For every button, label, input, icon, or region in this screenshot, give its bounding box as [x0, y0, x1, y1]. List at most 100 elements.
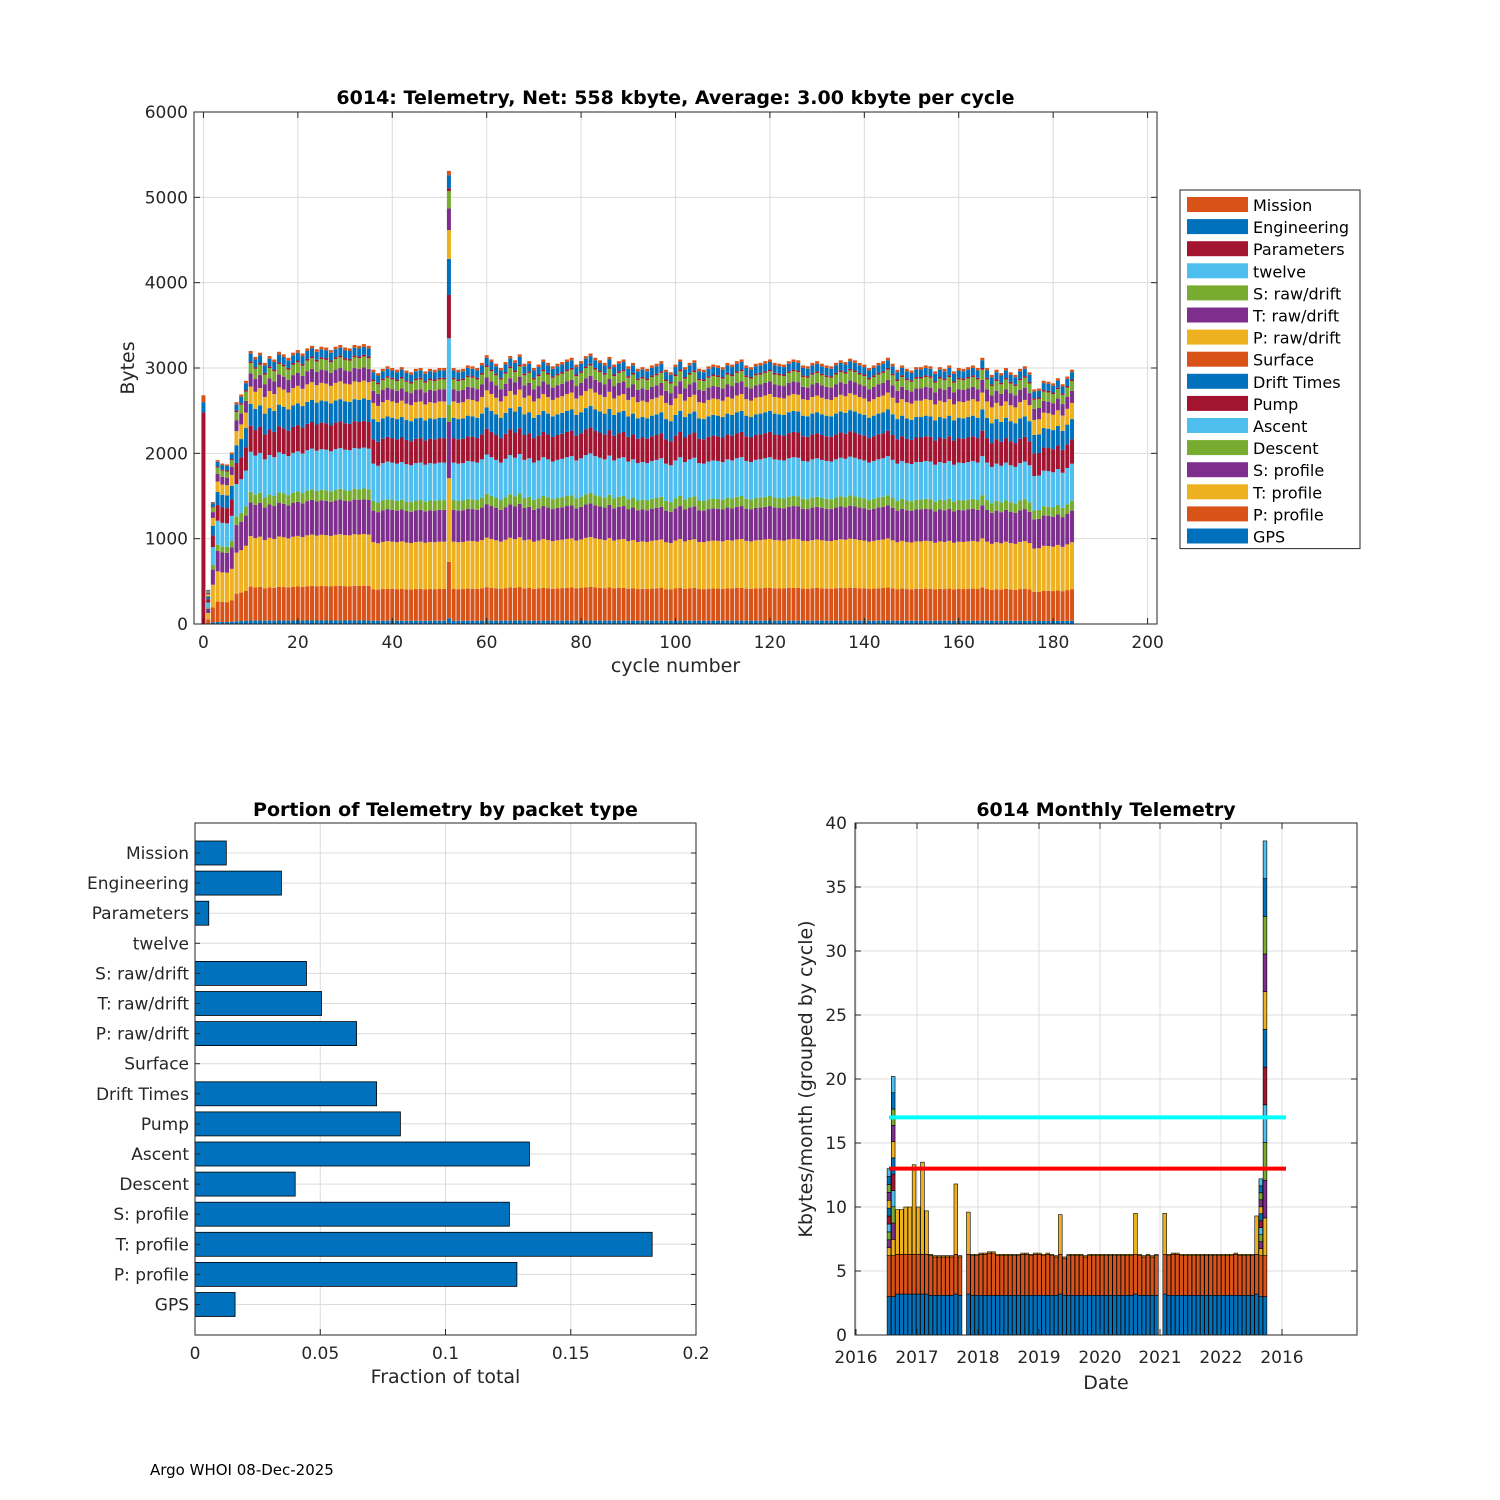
month-bar	[1133, 1213, 1138, 1336]
month-bar	[1150, 1255, 1155, 1336]
bar-segment	[546, 362, 551, 366]
bar-segment	[999, 384, 1004, 394]
bar-segment	[824, 540, 829, 589]
bar-segment	[749, 588, 754, 621]
bar-segment	[314, 586, 319, 621]
bar-segment	[1200, 1254, 1205, 1256]
bar-segment	[900, 367, 905, 376]
bar-segment	[210, 512, 215, 518]
bar-segment	[970, 415, 975, 437]
cycle-bar	[517, 354, 522, 624]
x-tick-label: 0	[198, 633, 209, 653]
bar-segment	[498, 620, 503, 624]
bar-segment	[985, 541, 990, 589]
bar-segment	[1183, 1255, 1188, 1296]
bar-segment	[1046, 413, 1051, 429]
bar-segment	[673, 588, 678, 621]
bar-segment	[890, 1125, 896, 1142]
cycle-bar	[970, 365, 975, 624]
bar-segment	[338, 355, 343, 358]
bar-segment	[918, 588, 923, 621]
cycle-bar	[857, 362, 862, 624]
cycle-bar	[527, 361, 532, 624]
bar-segment	[994, 439, 999, 464]
bar-segment	[833, 384, 839, 397]
bar-segment	[409, 441, 414, 466]
bar-segment	[517, 376, 522, 390]
bar-segment	[593, 505, 598, 539]
bar-segment	[258, 388, 263, 406]
bar-segment	[937, 369, 942, 377]
bar-segment	[999, 375, 1004, 383]
bar-segment	[484, 504, 489, 538]
bar-segment	[852, 620, 857, 624]
month-bar	[1003, 1254, 1009, 1336]
bar-segment	[942, 620, 947, 624]
bar-segment	[933, 381, 938, 383]
bar-segment	[385, 399, 390, 417]
bar-segment	[588, 388, 593, 407]
bar-segment	[272, 431, 277, 458]
cycle-bar	[885, 357, 890, 624]
bar-segment	[310, 348, 315, 357]
bar-segment	[588, 375, 593, 389]
bar-segment	[253, 368, 258, 380]
bar-segment	[904, 510, 909, 542]
bar-segment	[380, 463, 385, 501]
bar-segment	[952, 511, 957, 543]
bar-segment	[1237, 1254, 1243, 1256]
bar-segment	[442, 462, 447, 501]
bar-segment	[777, 375, 782, 386]
bar-segment	[333, 357, 338, 360]
bar-segment	[966, 369, 971, 377]
bar-segment	[1065, 397, 1070, 409]
bar-segment	[800, 460, 805, 499]
bar-segment	[876, 434, 881, 460]
bar-segment	[871, 498, 876, 509]
bar-segment	[314, 351, 319, 360]
bar-segment	[451, 541, 456, 589]
bar-segment	[796, 587, 801, 621]
bar-segment	[210, 501, 215, 504]
bar-segment	[239, 424, 244, 440]
bar-segment	[1060, 394, 1065, 405]
y-tick-label: 35	[825, 878, 847, 898]
bar-segment	[920, 1161, 925, 1255]
bar-segment	[1204, 1295, 1209, 1336]
bar-segment	[980, 495, 985, 506]
bar-segment	[1066, 1255, 1071, 1296]
bar-segment	[579, 412, 584, 434]
bar-segment	[1070, 390, 1075, 403]
bar-segment	[886, 1247, 892, 1256]
bar-segment	[1022, 366, 1027, 369]
month-bar	[966, 1211, 971, 1336]
bar-segment	[753, 366, 758, 374]
bar-segment	[451, 462, 456, 501]
bar-segment	[654, 459, 659, 499]
bar-segment	[924, 1210, 929, 1255]
bar-segment	[1033, 1295, 1038, 1336]
bar-segment	[659, 458, 664, 497]
bar-segment	[1008, 405, 1013, 422]
bar-segment	[512, 394, 518, 412]
bar-segment	[1055, 410, 1060, 426]
bar-segment	[734, 458, 739, 497]
bar-segment	[281, 356, 286, 365]
bar-segment	[734, 371, 739, 373]
bar-segment	[744, 375, 749, 377]
bar-segment	[1162, 1213, 1167, 1255]
legend-swatch	[1187, 351, 1248, 367]
bar-segment	[999, 382, 1004, 385]
bar-segment	[852, 382, 857, 395]
bar-segment	[262, 365, 267, 373]
bar-segment	[470, 387, 475, 400]
bar-segment	[815, 412, 820, 434]
bar-segment	[744, 399, 749, 416]
bar-segment	[734, 496, 739, 507]
bar-segment	[418, 500, 423, 510]
bar-segment	[1225, 1295, 1230, 1336]
bar-segment	[649, 588, 654, 621]
bar-segment	[461, 463, 466, 501]
bar-segment	[886, 1239, 892, 1249]
bar-segment	[324, 370, 329, 384]
